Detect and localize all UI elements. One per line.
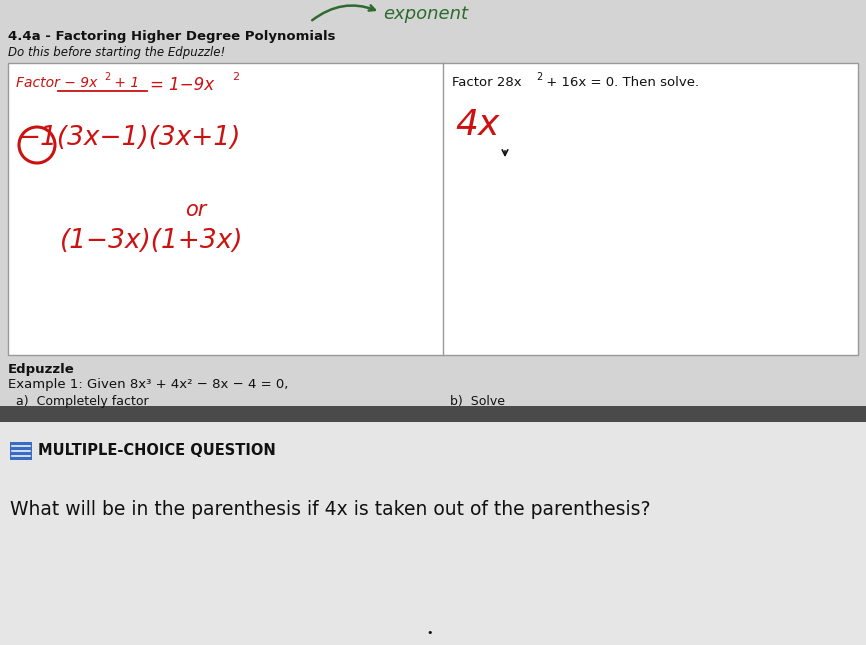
Text: −1(3x−1)(3x+1): −1(3x−1)(3x+1) [18,125,241,151]
Bar [8,63,858,355]
Text: 4.4a - Factoring Higher Degree Polynomials: 4.4a - Factoring Higher Degree Polynomia… [8,30,335,43]
Text: 4x: 4x [455,108,500,142]
Text: b)  Solve: b) Solve [450,395,505,408]
Text: Example 1: Given 8x³ + 4x² − 8x − 4 = 0,: Example 1: Given 8x³ + 4x² − 8x − 4 = 0, [8,378,288,391]
Bar [0,0,866,420]
Bar [0,420,866,645]
Text: + 1: + 1 [110,76,139,90]
Text: MULTIPLE-CHOICE QUESTION: MULTIPLE-CHOICE QUESTION [38,443,275,458]
Text: or: or [185,200,206,220]
Text: = 1−9x: = 1−9x [150,76,214,94]
Text: + 16x = 0. Then solve.: + 16x = 0. Then solve. [542,76,699,89]
Bar [10,442,32,460]
Text: 2: 2 [536,72,542,82]
Text: exponent: exponent [383,5,468,23]
Text: •: • [427,628,433,638]
Text: Edpuzzle: Edpuzzle [8,363,74,376]
Bar [0,406,866,422]
Text: Factor 28x: Factor 28x [452,76,521,89]
Text: Do this before starting the Edpuzzle!: Do this before starting the Edpuzzle! [8,46,225,59]
Text: What will be in the parenthesis if 4x is taken out of the parenthesis?: What will be in the parenthesis if 4x is… [10,500,650,519]
Text: 2: 2 [232,72,239,82]
Text: a)  Completely factor: a) Completely factor [16,395,149,408]
Text: 2: 2 [104,72,110,82]
Text: (1−3x)(1+3x): (1−3x)(1+3x) [60,228,243,254]
Text: Factor − 9x: Factor − 9x [16,76,97,90]
